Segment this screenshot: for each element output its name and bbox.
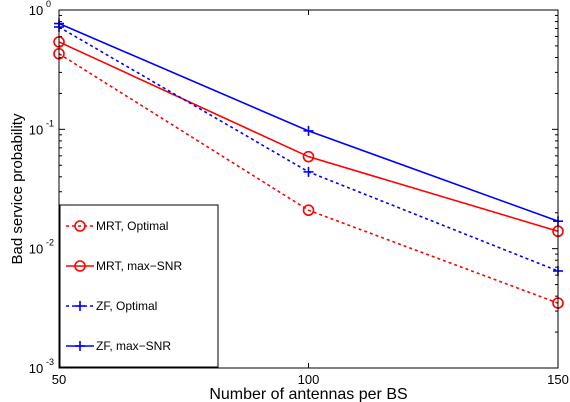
legend-entry: ZF, Optimal [66,299,157,313]
data-point [302,204,315,217]
y-tick-exponent: -3 [46,357,54,367]
x-tick-label: 100 [298,372,320,387]
legend-label: MRT, Optimal [96,219,168,233]
y-tick-label: 10 [29,3,43,18]
series-group [53,18,564,309]
legend-marker [74,220,86,232]
data-point [302,150,315,163]
y-tick-label: 10 [29,242,43,257]
legend-marker [74,260,86,272]
x-axis-label: Number of antennas per BS [209,386,407,402]
legend: MRT, Optimal MRT, max−SNR ZF, Optimal ZF, m… [59,204,219,368]
x-tick-label: 150 [547,372,569,387]
x-tick-label: 50 [52,372,66,387]
legend-label: ZF, max−SNR [96,339,171,353]
series-line [58,53,559,304]
legend-entry: MRT, Optimal [66,219,168,233]
legend-marker [75,341,85,351]
y-tick-label: 10 [29,361,43,376]
plot-frame [58,9,559,369]
y-axis-label: Bad service probability [9,113,26,264]
y-tick-exponent: 0 [46,0,51,9]
legend-entry: ZF, max−SNR [66,339,171,353]
y-tick-exponent: -1 [46,118,54,128]
legend-box [59,204,219,368]
data-point [303,125,314,136]
legend-label: ZF, Optimal [96,299,157,313]
y-tick-label: 10 [29,122,43,137]
legend-entry: MRT, max−SNR [66,259,182,273]
data-point [303,166,314,177]
y-tick-exponent: -2 [46,238,54,248]
series-line [58,41,559,232]
legend-label: MRT, max−SNR [96,259,182,273]
legend-marker [75,301,85,311]
